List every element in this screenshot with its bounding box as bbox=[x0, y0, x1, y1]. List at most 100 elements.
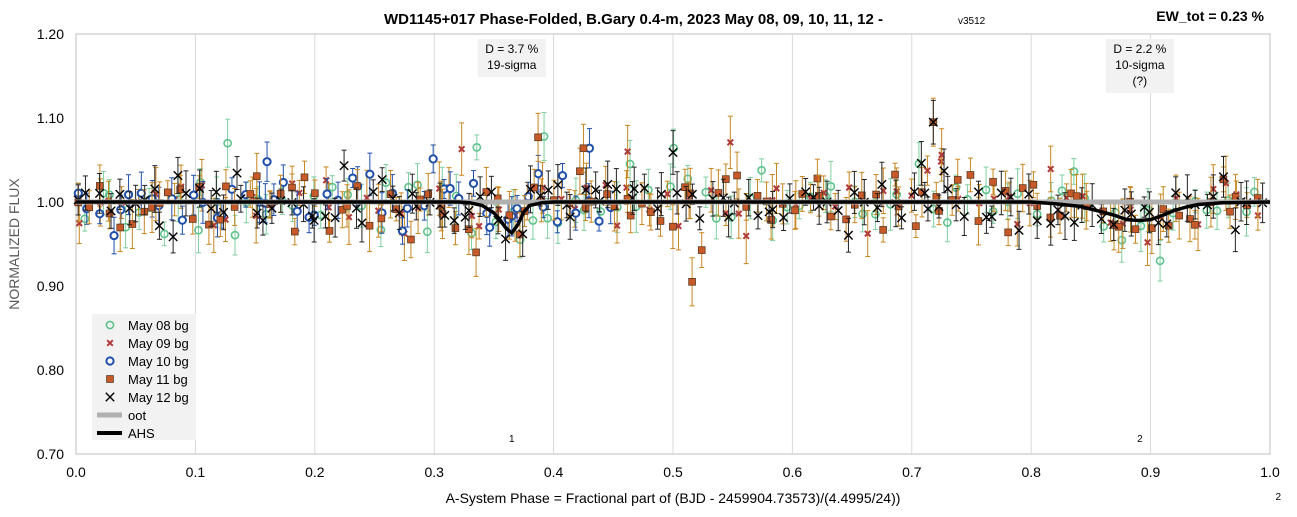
data-point bbox=[300, 173, 309, 182]
legend-label: May 11 bg bbox=[128, 372, 188, 387]
data-point bbox=[262, 157, 272, 167]
data-point bbox=[106, 339, 114, 347]
annotation-box bbox=[1105, 39, 1174, 93]
data-point bbox=[397, 226, 408, 236]
data-point bbox=[460, 212, 470, 222]
x-tick-label: 0.3 bbox=[424, 464, 444, 480]
data-point bbox=[1046, 218, 1056, 228]
legend-label: May 12 bg bbox=[128, 390, 189, 405]
legend-label: May 08 bg bbox=[128, 318, 189, 333]
data-point bbox=[1175, 211, 1183, 220]
data-point bbox=[534, 133, 542, 142]
data-point bbox=[966, 171, 975, 179]
data-point bbox=[106, 206, 116, 216]
chart-title: WD1145+017 Phase-Folded, B.Gary 0.4-m, 2… bbox=[384, 11, 883, 28]
data-point bbox=[603, 179, 613, 190]
data-point bbox=[916, 158, 927, 169]
data-point bbox=[267, 203, 277, 213]
data-point bbox=[987, 212, 997, 222]
legend-item: oot bbox=[97, 408, 146, 423]
data-point bbox=[697, 246, 706, 254]
data-point bbox=[216, 215, 225, 224]
data-point bbox=[125, 203, 135, 213]
data-point bbox=[525, 184, 536, 195]
legend-item: AHS bbox=[97, 426, 155, 441]
y-tick-label: 1.00 bbox=[37, 194, 64, 210]
data-point bbox=[440, 210, 450, 221]
y-tick-label: 0.80 bbox=[37, 362, 64, 378]
data-point bbox=[339, 160, 349, 171]
legend-item: May 08 bg bbox=[105, 318, 189, 333]
data-point bbox=[858, 209, 868, 219]
data-point bbox=[943, 184, 953, 194]
data-point bbox=[232, 168, 242, 178]
legend-label: May 10 bg bbox=[128, 354, 189, 369]
data-point bbox=[535, 191, 546, 201]
data-point bbox=[872, 190, 880, 199]
data-point bbox=[681, 183, 689, 191]
data-point bbox=[377, 174, 387, 185]
data-point bbox=[938, 151, 946, 159]
data-point bbox=[150, 184, 160, 194]
data-point bbox=[1144, 207, 1155, 217]
data-point bbox=[723, 212, 734, 222]
data-point bbox=[879, 226, 887, 234]
data-point bbox=[912, 222, 920, 230]
data-point bbox=[1029, 180, 1038, 189]
data-point bbox=[211, 187, 222, 197]
data-point bbox=[1047, 165, 1055, 173]
annotation-text: D = 3.7 % bbox=[485, 42, 538, 56]
data-point bbox=[407, 188, 418, 199]
data-point bbox=[472, 142, 482, 152]
y-tick-label: 0.70 bbox=[37, 446, 64, 462]
x-tick-label: 0.0 bbox=[66, 464, 86, 480]
data-point bbox=[1024, 189, 1034, 199]
data-point bbox=[1208, 191, 1218, 202]
y-tick-label: 1.10 bbox=[37, 110, 64, 126]
data-point bbox=[663, 190, 671, 198]
data-point bbox=[668, 147, 678, 158]
data-point bbox=[230, 203, 239, 211]
data-point bbox=[666, 182, 675, 192]
data-point bbox=[194, 183, 205, 194]
data-point bbox=[320, 211, 331, 222]
x-tick-label: 0.2 bbox=[305, 464, 325, 480]
data-point bbox=[974, 217, 983, 225]
data-point bbox=[377, 214, 386, 223]
data-point bbox=[311, 189, 319, 198]
data-point bbox=[422, 227, 432, 237]
data-point bbox=[1018, 184, 1027, 192]
y-axis-title: NORMALIZED FLUX bbox=[6, 178, 22, 310]
data-point bbox=[105, 320, 115, 330]
data-point bbox=[123, 190, 134, 200]
data-point bbox=[188, 215, 197, 223]
data-point bbox=[154, 221, 165, 231]
data-point bbox=[325, 227, 334, 235]
data-point bbox=[928, 117, 938, 127]
dip-annotations: D = 3.7 % 19-sigma 1 D = 2.2 % 10-sigma (?) 2 bbox=[477, 39, 1174, 445]
data-point bbox=[656, 217, 665, 225]
data-point bbox=[1120, 205, 1130, 215]
x-tick-label: 0.8 bbox=[1021, 464, 1041, 480]
data-point bbox=[105, 356, 115, 366]
data-point bbox=[639, 183, 650, 193]
data-point bbox=[813, 174, 822, 183]
data-point bbox=[896, 213, 907, 223]
data-point bbox=[656, 189, 667, 199]
data-point bbox=[1191, 221, 1199, 229]
data-point bbox=[871, 209, 880, 219]
data-point bbox=[533, 169, 543, 179]
data-point bbox=[428, 154, 438, 164]
data-point bbox=[864, 230, 872, 238]
data-point bbox=[849, 187, 860, 198]
data-point bbox=[518, 229, 528, 239]
data-point bbox=[624, 148, 632, 156]
data-point bbox=[1155, 256, 1165, 266]
data-point bbox=[778, 212, 789, 223]
data-point bbox=[1162, 219, 1172, 229]
data-point bbox=[1131, 225, 1140, 234]
data-point bbox=[1230, 225, 1241, 235]
data-point bbox=[843, 230, 854, 240]
data-point bbox=[791, 206, 799, 215]
data-point bbox=[115, 189, 125, 200]
